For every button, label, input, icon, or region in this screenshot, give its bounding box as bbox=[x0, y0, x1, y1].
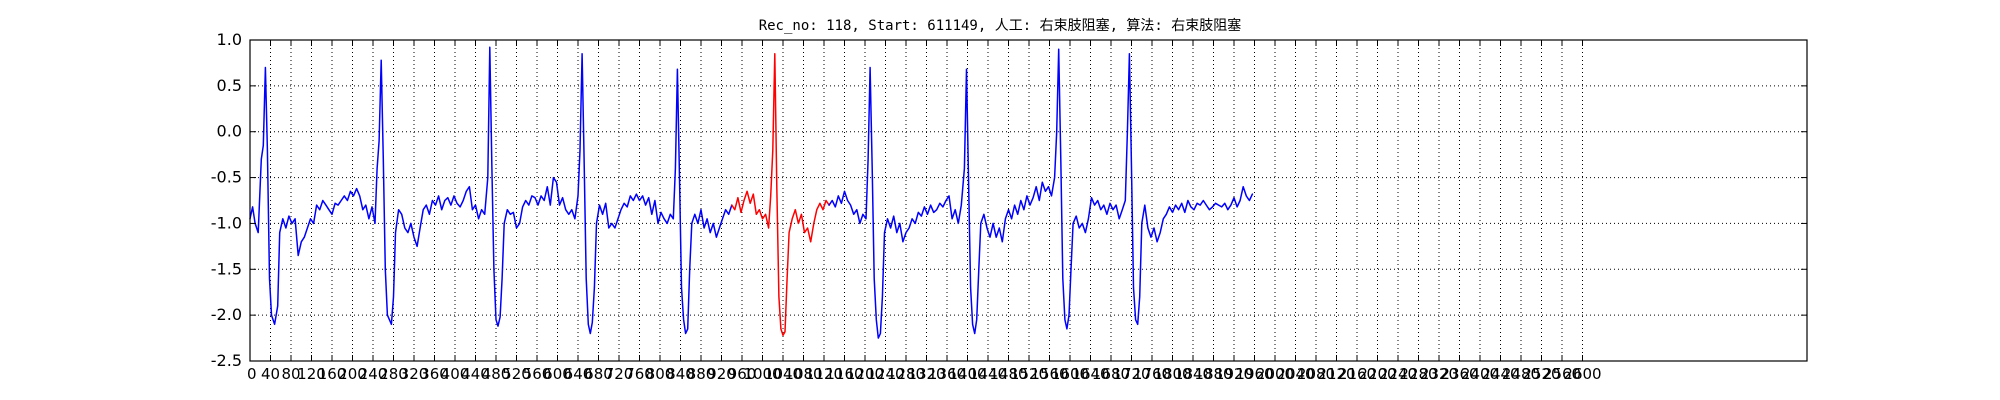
x-tick-label: 1680 bbox=[1092, 365, 1130, 383]
y-tick-label: -1.5 bbox=[211, 259, 242, 278]
x-tick-label: 2560 bbox=[1543, 365, 1581, 383]
x-tick-label: 1800 bbox=[1153, 365, 1191, 383]
x-tick-label: 360 bbox=[420, 365, 449, 383]
x-tick-label: 2600 bbox=[1563, 365, 1601, 383]
y-tick-label: 1.0 bbox=[217, 30, 242, 49]
axis-ticks bbox=[249, 39, 1807, 362]
x-tick-label: 600 bbox=[543, 365, 572, 383]
x-tick-label: 1480 bbox=[989, 365, 1027, 383]
y-tick-label: -0.5 bbox=[211, 168, 242, 187]
x-tick-label: 2400 bbox=[1461, 365, 1499, 383]
x-tick-label: 1520 bbox=[1010, 365, 1048, 383]
x-axis-tick-labels: 0 40 8012016020024028032036040044048052056… bbox=[247, 365, 1602, 383]
x-tick-label: 1560 bbox=[1030, 365, 1068, 383]
x-tick-label: 1000 bbox=[743, 365, 781, 383]
x-tick-label: 1920 bbox=[1215, 365, 1253, 383]
x-tick-label: 2000 bbox=[1256, 365, 1294, 383]
x-tick-label: 680 bbox=[584, 365, 613, 383]
x-tick-label: 1280 bbox=[887, 365, 925, 383]
y-tick-label: -1.0 bbox=[211, 213, 242, 232]
x-tick-label: 640 bbox=[564, 365, 593, 383]
x-tick-label: 760 bbox=[625, 365, 654, 383]
y-axis-tick-labels: 1.0 0.5 0.0 -0.5 -1.0 -1.5 -2.0 -2.5 bbox=[211, 30, 242, 370]
ecg-traces bbox=[249, 46, 1254, 339]
x-tick-label: 440 bbox=[461, 365, 490, 383]
x-tick-label: 200 bbox=[338, 365, 367, 383]
x-tick-label: 2040 bbox=[1276, 365, 1314, 383]
x-tick-label: 2080 bbox=[1297, 365, 1335, 383]
x-tick-label: 0 bbox=[247, 365, 257, 383]
x-tick-label: 560 bbox=[523, 365, 552, 383]
x-tick-label: 1080 bbox=[784, 365, 822, 383]
x-tick-label: 2120 bbox=[1317, 365, 1355, 383]
ecg-trace bbox=[249, 46, 733, 335]
x-tick-label: 2240 bbox=[1379, 365, 1417, 383]
x-tick-label: 1200 bbox=[846, 365, 884, 383]
x-tick-label: 1040 bbox=[764, 365, 802, 383]
x-tick-label: 160 bbox=[318, 365, 347, 383]
x-tick-label: 840 bbox=[666, 365, 695, 383]
x-tick-label: 320 bbox=[400, 365, 429, 383]
x-tick-label: 1960 bbox=[1235, 365, 1273, 383]
ecg-trace-highlighted bbox=[731, 53, 830, 337]
x-tick-label: 2280 bbox=[1399, 365, 1437, 383]
x-tick-label: 2480 bbox=[1502, 365, 1540, 383]
x-tick-label: 1320 bbox=[907, 365, 945, 383]
x-tick-label: 2200 bbox=[1358, 365, 1396, 383]
x-tick-label: 80 bbox=[281, 365, 300, 383]
chart-title: Rec_no: 118, Start: 611149, 人工: 右束肢阻塞, 算… bbox=[759, 17, 1242, 34]
x-tick-label: 1640 bbox=[1071, 365, 1109, 383]
x-tick-label: 2160 bbox=[1338, 365, 1376, 383]
x-tick-label: 2520 bbox=[1522, 365, 1560, 383]
x-tick-label: 1760 bbox=[1133, 365, 1171, 383]
x-tick-label: 1600 bbox=[1051, 365, 1089, 383]
x-tick-label: 1880 bbox=[1194, 365, 1232, 383]
y-tick-label: 0.0 bbox=[217, 122, 242, 141]
x-tick-label: 1400 bbox=[948, 365, 986, 383]
x-tick-label: 1240 bbox=[866, 365, 904, 383]
x-tick-label: 1160 bbox=[825, 365, 863, 383]
x-tick-label: 280 bbox=[379, 365, 408, 383]
x-tick-label: 2440 bbox=[1481, 365, 1519, 383]
x-tick-label: 240 bbox=[359, 365, 388, 383]
y-tick-label: 0.5 bbox=[217, 76, 242, 95]
x-tick-label: 1120 bbox=[805, 365, 843, 383]
x-tick-label: 2360 bbox=[1440, 365, 1478, 383]
x-tick-label: 1360 bbox=[928, 365, 966, 383]
ecg-trace bbox=[828, 48, 1254, 339]
x-tick-label: 1440 bbox=[969, 365, 1007, 383]
y-tick-label: -2.5 bbox=[211, 351, 242, 370]
x-tick-label: 520 bbox=[502, 365, 531, 383]
x-tick-label: 800 bbox=[646, 365, 675, 383]
x-tick-label: 1720 bbox=[1112, 365, 1150, 383]
x-tick-label: 720 bbox=[605, 365, 634, 383]
x-tick-label: 40 bbox=[261, 365, 280, 383]
x-tick-label: 1840 bbox=[1174, 365, 1212, 383]
x-tick-label: 920 bbox=[707, 365, 736, 383]
x-tick-label: 120 bbox=[297, 365, 326, 383]
x-tick-label: 2320 bbox=[1420, 365, 1458, 383]
y-tick-label: -2.0 bbox=[211, 305, 242, 324]
x-tick-label: 960 bbox=[728, 365, 757, 383]
x-tick-label: 480 bbox=[482, 365, 511, 383]
x-tick-label: 880 bbox=[687, 365, 716, 383]
x-tick-label: 400 bbox=[441, 365, 470, 383]
